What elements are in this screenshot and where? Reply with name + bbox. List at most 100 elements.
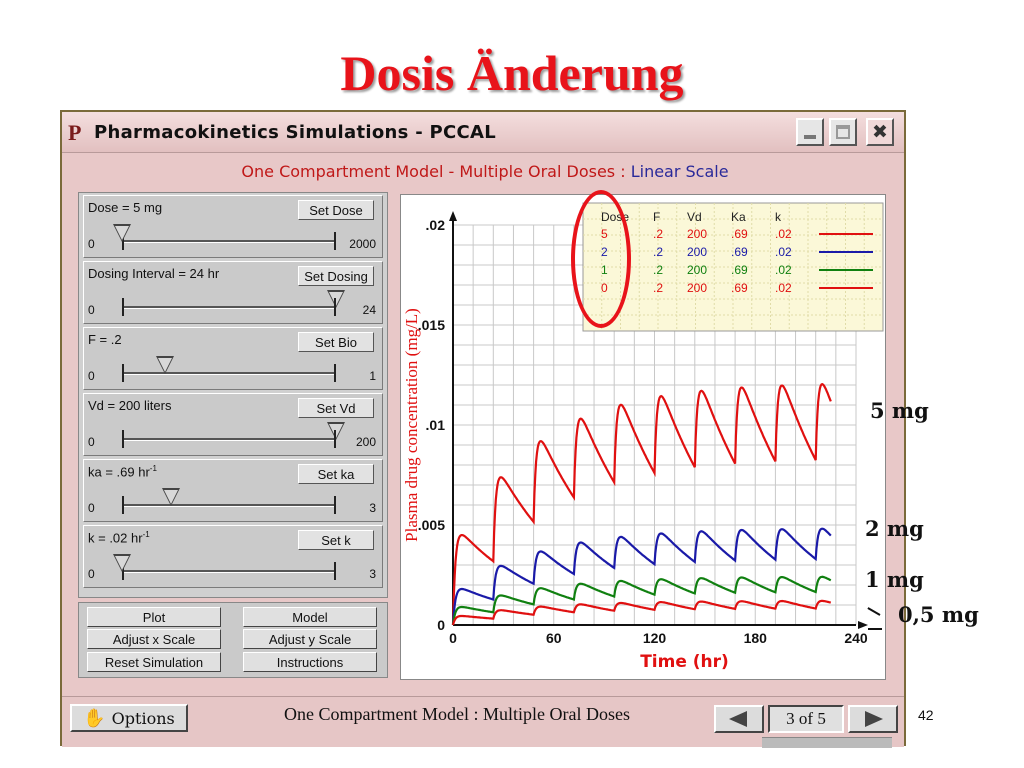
dose-slider[interactable] [113, 224, 336, 250]
plot-area: 0 60 120 180 240 0 .005 .01 .015 .02 Time (hr) Plas… [400, 194, 886, 680]
app-window: P Pharmacokinetics Simulations - PCCAL O… [60, 110, 908, 748]
legend-cell: 200 [687, 245, 707, 259]
legend-cell: .2 [653, 281, 663, 295]
annotation-05mg: 0,5 mg [898, 602, 979, 627]
dose-slider-thumb[interactable] [113, 224, 131, 242]
annotation-1mg: 1 mg [865, 567, 924, 592]
ka-label-sup: -1 [149, 464, 157, 473]
bio-min: 0 [88, 369, 95, 383]
y-tick-label: 0 [437, 617, 445, 633]
vd-max: 200 [355, 435, 376, 449]
concentration-chart: 0 60 120 180 240 0 .005 .01 .015 .02 Time (hr) Plas… [402, 202, 884, 672]
ka-min: 0 [88, 501, 95, 515]
dose-label: Dose = 5 mg [88, 200, 163, 215]
interval-slider-thumb[interactable] [327, 290, 345, 308]
annotation-5mg: 5 mg [870, 398, 929, 423]
y-tick-label: .02 [426, 217, 446, 233]
annotation-2mg: 2 mg [865, 516, 924, 541]
reset-simulation-button[interactable]: Reset Simulation [87, 652, 221, 672]
legend-cell: .2 [653, 263, 663, 277]
bio-max: 1 [369, 369, 376, 383]
vd-slider[interactable] [122, 422, 345, 448]
dose-group: Dose = 5 mg Set Dose 0 2000 [83, 195, 383, 258]
slide-title: Dosis Änderung [340, 45, 684, 101]
adjust-x-scale-button[interactable]: Adjust x Scale [87, 629, 221, 649]
maximize-icon[interactable] [829, 118, 857, 146]
ka-label: ka = .69 hr-1 [88, 464, 157, 479]
k-slider-thumb[interactable] [113, 554, 131, 572]
legend-header: Vd [687, 210, 702, 224]
dose-column-highlight [571, 190, 631, 328]
hand-icon: ✋ [83, 707, 106, 729]
bio-slider-thumb[interactable] [155, 356, 174, 374]
window-title: Pharmacokinetics Simulations - PCCAL [94, 122, 497, 143]
ka-label-text: ka = .69 hr [88, 464, 150, 480]
previous-page-button[interactable] [714, 705, 764, 733]
bio-slider[interactable] [122, 356, 336, 382]
k-label-text: k = .02 hr [88, 530, 143, 546]
vd-slider-thumb[interactable] [327, 422, 345, 440]
minimize-icon[interactable] [796, 118, 824, 146]
interval-max: 24 [362, 303, 376, 317]
series-line [451, 527, 832, 626]
bio-group: F = .2 Set Bio 0 1 [83, 327, 383, 390]
adjust-y-scale-button[interactable]: Adjust y Scale [243, 629, 377, 649]
set-ka-button[interactable]: Set ka [298, 464, 374, 484]
page-tabs [762, 737, 892, 748]
ka-group: ka = .69 hr-1 Set ka 0 3 [83, 459, 383, 522]
ka-slider-thumb[interactable] [162, 488, 181, 506]
app-logo-icon: P [68, 120, 82, 145]
ka-slider[interactable] [122, 488, 336, 514]
legend-cell: .69 [731, 281, 748, 295]
status-bar: ✋ Options One Compartment Model : Multipl… [62, 696, 904, 748]
legend-cell: .02 [775, 227, 792, 241]
set-dosing-button[interactable]: Set Dosing [298, 266, 374, 286]
interval-slider[interactable] [122, 290, 345, 316]
interval-min: 0 [88, 303, 95, 317]
k-group: k = .02 hr-1 Set k 0 3 [83, 525, 383, 588]
set-vd-button[interactable]: Set Vd [298, 398, 374, 418]
k-min: 0 [88, 567, 95, 581]
dose-max: 2000 [349, 237, 376, 251]
legend-cell: .02 [775, 281, 792, 295]
k-label: k = .02 hr-1 [88, 530, 150, 545]
set-k-button[interactable]: Set k [298, 530, 374, 550]
x-tick-label: 60 [546, 630, 562, 646]
x-tick-label: 0 [449, 630, 457, 646]
x-tick-label: 180 [744, 630, 768, 646]
set-bio-button[interactable]: Set Bio [298, 332, 374, 352]
status-text: One Compartment Model : Multiple Oral Do… [284, 704, 630, 724]
legend-cell: 200 [687, 227, 707, 241]
legend-cell: .69 [731, 263, 748, 277]
x-tick-label: 120 [643, 630, 667, 646]
next-page-button[interactable] [848, 705, 898, 733]
dose-min: 0 [88, 237, 95, 251]
legend-cell: .69 [731, 227, 748, 241]
x-axis-title: Time (hr) [640, 652, 729, 672]
vd-group: Vd = 200 liters Set Vd 0 200 [83, 393, 383, 456]
plot-button[interactable]: Plot [87, 607, 221, 627]
subtitle-main: One Compartment Model - Multiple Oral Do… [241, 162, 631, 181]
model-subtitle: One Compartment Model - Multiple Oral Do… [62, 162, 908, 181]
options-label: Options [111, 708, 175, 728]
k-slider[interactable] [113, 554, 336, 580]
interval-label: Dosing Interval = 24 hr [88, 266, 220, 281]
legend-cell: .2 [653, 245, 663, 259]
close-icon[interactable] [866, 118, 894, 146]
y-axis-title: Plasma drug concentration (mg/L) [402, 308, 421, 542]
set-dose-button[interactable]: Set Dose [298, 200, 374, 220]
legend-cell: .02 [775, 263, 792, 277]
page-indicator: 3 of 5 [768, 705, 844, 733]
legend-cell: 200 [687, 263, 707, 277]
legend-header: Ka [731, 210, 746, 224]
instructions-button[interactable]: Instructions [243, 652, 377, 672]
series-line [451, 383, 832, 626]
model-button[interactable]: Model [243, 607, 377, 627]
k-label-sup: -1 [142, 530, 150, 539]
legend-header: F [653, 210, 660, 224]
y-tick-label: .005 [418, 517, 445, 533]
options-button[interactable]: ✋ Options [70, 704, 188, 732]
legend-cell: .02 [775, 245, 792, 259]
x-axis-arrow-icon [858, 621, 868, 629]
subtitle-scale: Linear Scale [630, 162, 729, 181]
